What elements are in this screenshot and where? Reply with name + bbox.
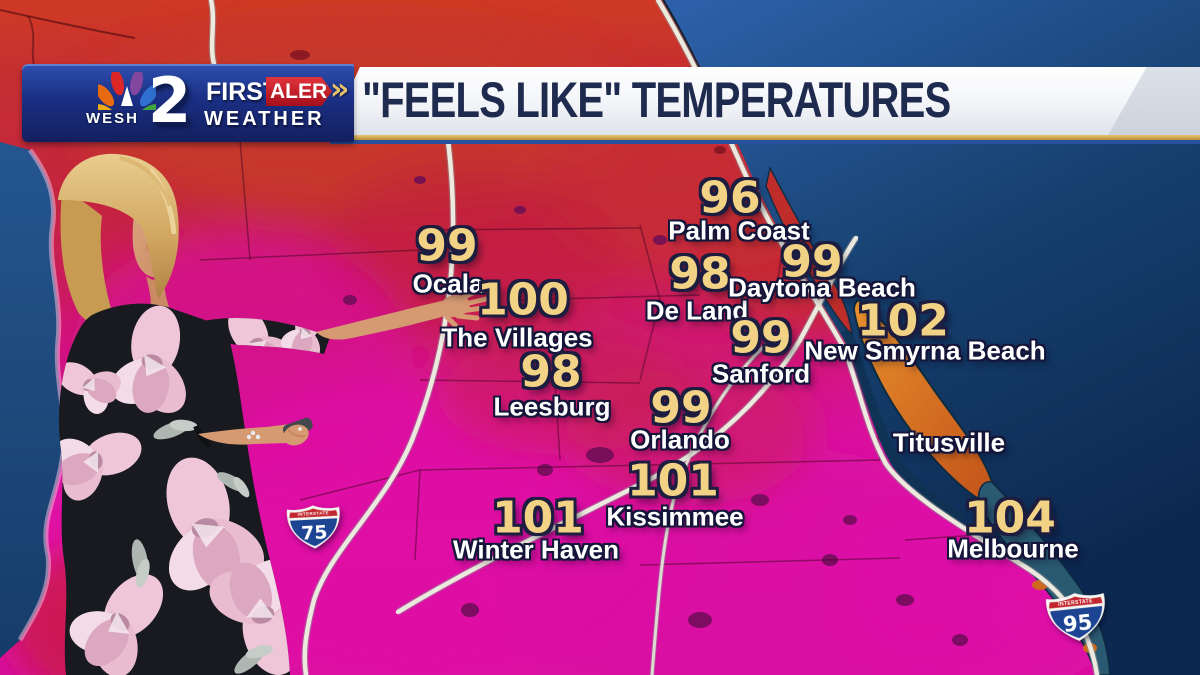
presenter-bracelet [246,430,261,440]
lake-specks [343,176,968,646]
interstate-95-shield: INTERSTATE 95 [1044,589,1111,645]
daytona-barrier-island [765,165,853,336]
station-call-letters: WESH [86,110,139,127]
brand-alert-text: ALERT [270,79,340,103]
brand-weather: WEATHER [204,108,325,130]
svg-text:75: 75 [301,521,328,544]
atlantic-ocean [663,0,1200,675]
chevron-right-icon: » [330,72,350,107]
svg-text:95: 95 [1062,610,1094,637]
nbc-peacock-icon [98,72,156,110]
merritt-island [852,299,994,501]
brand-alert-badge: ALERT [266,77,332,106]
banner-title-plate: "FEELS LIKE" TEMPERATURES [328,67,1200,135]
banner-gold-bar [60,135,1200,140]
interstate-75-shield: INTERSTATE 75 [285,503,343,551]
weather-presenter [0,130,500,675]
gulf-water [0,142,65,658]
svg-text:INTERSTATE: INTERSTATE [298,510,329,517]
banner-title: "FEELS LIKE" TEMPERATURES [362,71,951,128]
banner-blue-strip [330,140,1200,144]
banner-slash-accent [1108,67,1200,135]
svg-text:INTERSTATE: INTERSTATE [1058,598,1093,608]
station-brand-panel: WESH 2 FIRST ALERT » WEATHER [22,64,354,142]
presenter-hair [60,190,114,326]
channel-number: 2 [148,64,192,137]
presenter-pointing-arm [316,299,455,340]
